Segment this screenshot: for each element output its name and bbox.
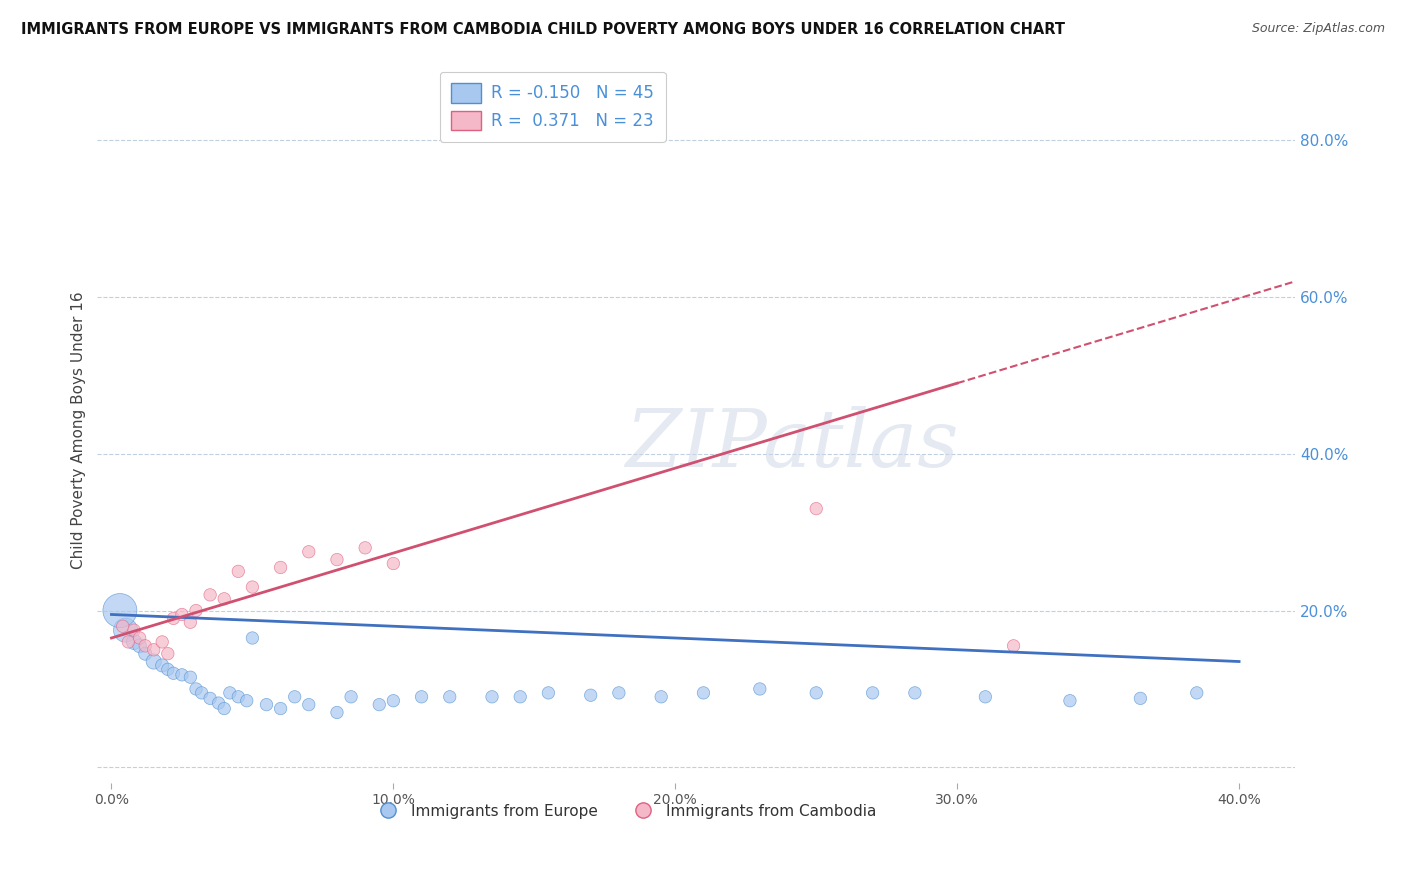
Point bbox=[142, 642, 165, 657]
Point bbox=[298, 698, 321, 712]
Point bbox=[236, 694, 259, 708]
Point bbox=[122, 635, 145, 649]
Point bbox=[256, 698, 278, 712]
Point bbox=[122, 623, 145, 637]
Point bbox=[1185, 686, 1208, 700]
Point bbox=[439, 690, 461, 704]
Point bbox=[156, 662, 179, 676]
Point bbox=[179, 670, 201, 684]
Point bbox=[537, 686, 560, 700]
Point bbox=[748, 681, 770, 696]
Point bbox=[481, 690, 503, 704]
Point bbox=[150, 635, 173, 649]
Point bbox=[382, 694, 405, 708]
Point bbox=[108, 603, 131, 617]
Point bbox=[579, 688, 602, 702]
Point bbox=[207, 696, 229, 710]
Point bbox=[270, 701, 292, 715]
Point bbox=[692, 686, 714, 700]
Point bbox=[142, 655, 165, 669]
Text: Source: ZipAtlas.com: Source: ZipAtlas.com bbox=[1251, 22, 1385, 36]
Point bbox=[111, 619, 134, 633]
Point bbox=[326, 552, 349, 566]
Point bbox=[170, 607, 193, 622]
Point bbox=[974, 690, 997, 704]
Point bbox=[354, 541, 377, 555]
Point bbox=[150, 658, 173, 673]
Point bbox=[298, 545, 321, 559]
Point bbox=[226, 690, 249, 704]
Point bbox=[179, 615, 201, 630]
Point bbox=[117, 635, 139, 649]
Legend: Immigrants from Europe, Immigrants from Cambodia: Immigrants from Europe, Immigrants from … bbox=[367, 797, 883, 825]
Point bbox=[134, 639, 156, 653]
Point bbox=[212, 591, 235, 606]
Point bbox=[382, 557, 405, 571]
Point bbox=[411, 690, 433, 704]
Text: IMMIGRANTS FROM EUROPE VS IMMIGRANTS FROM CAMBODIA CHILD POVERTY AMONG BOYS UNDE: IMMIGRANTS FROM EUROPE VS IMMIGRANTS FRO… bbox=[21, 22, 1066, 37]
Point bbox=[212, 701, 235, 715]
Point bbox=[862, 686, 884, 700]
Point bbox=[128, 631, 150, 645]
Point bbox=[128, 639, 150, 653]
Point bbox=[607, 686, 630, 700]
Point bbox=[134, 647, 156, 661]
Y-axis label: Child Poverty Among Boys Under 16: Child Poverty Among Boys Under 16 bbox=[72, 292, 86, 569]
Text: ZIPatlas: ZIPatlas bbox=[626, 406, 959, 483]
Point bbox=[326, 706, 349, 720]
Point bbox=[114, 623, 136, 637]
Point bbox=[156, 647, 179, 661]
Point bbox=[198, 691, 221, 706]
Point bbox=[162, 611, 184, 625]
Point bbox=[904, 686, 927, 700]
Point bbox=[198, 588, 221, 602]
Point bbox=[1129, 691, 1152, 706]
Point bbox=[340, 690, 363, 704]
Point bbox=[170, 668, 193, 682]
Point bbox=[650, 690, 672, 704]
Point bbox=[1059, 694, 1081, 708]
Point bbox=[806, 501, 828, 516]
Point bbox=[184, 603, 207, 617]
Point bbox=[190, 686, 212, 700]
Point bbox=[1002, 639, 1025, 653]
Point bbox=[242, 580, 264, 594]
Point bbox=[270, 560, 292, 574]
Point bbox=[184, 681, 207, 696]
Point bbox=[162, 666, 184, 681]
Point bbox=[509, 690, 531, 704]
Point bbox=[284, 690, 307, 704]
Point bbox=[368, 698, 391, 712]
Point bbox=[806, 686, 828, 700]
Point bbox=[242, 631, 264, 645]
Point bbox=[226, 565, 249, 579]
Point bbox=[218, 686, 240, 700]
